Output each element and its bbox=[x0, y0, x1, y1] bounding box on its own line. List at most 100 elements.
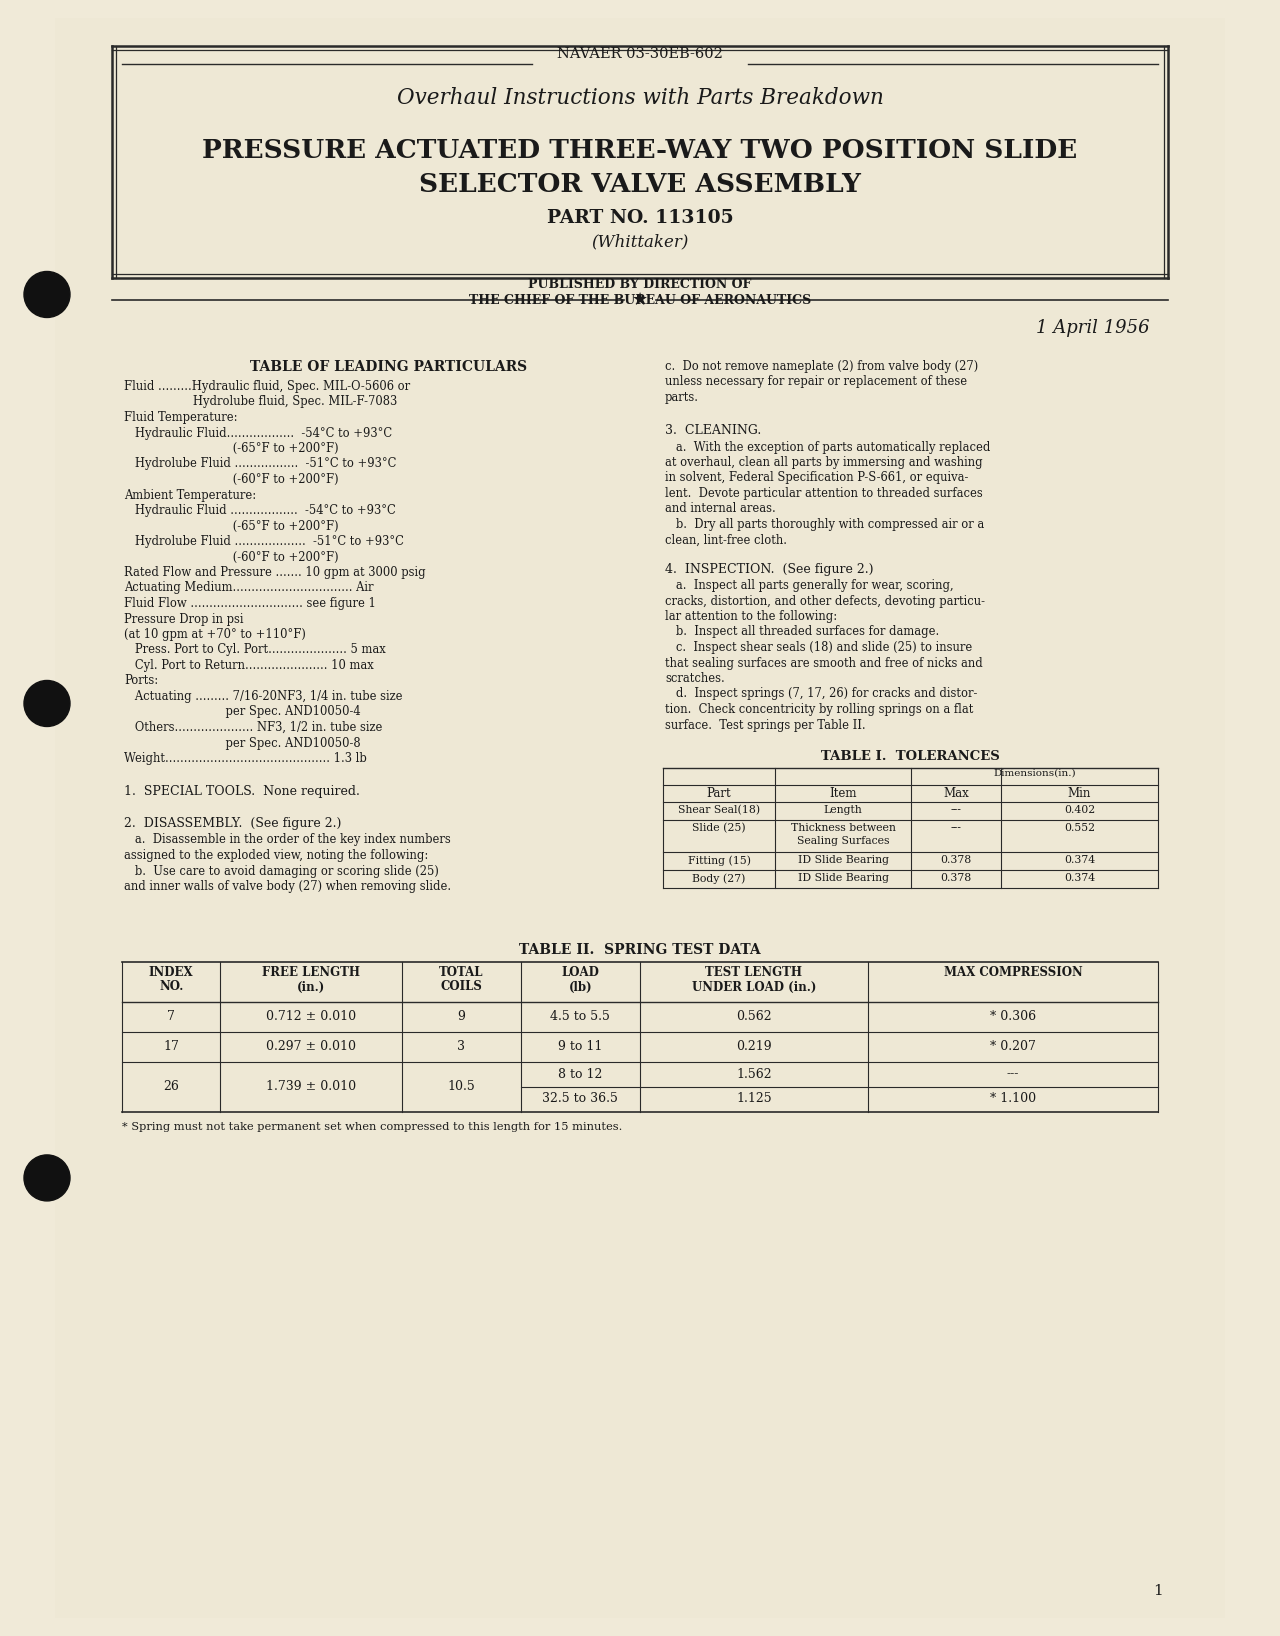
Text: 9: 9 bbox=[457, 1009, 465, 1022]
Text: Fluid Flow .............................. see figure 1: Fluid Flow .............................… bbox=[124, 597, 376, 610]
Text: Min: Min bbox=[1068, 787, 1091, 800]
Text: 7: 7 bbox=[168, 1009, 175, 1022]
Text: a.  Disassemble in the order of the key index numbers: a. Disassemble in the order of the key i… bbox=[124, 833, 451, 846]
Text: 9 to 11: 9 to 11 bbox=[558, 1040, 603, 1054]
Text: b.  Dry all parts thoroughly with compressed air or a: b. Dry all parts thoroughly with compres… bbox=[666, 519, 984, 532]
Text: * 0.207: * 0.207 bbox=[989, 1040, 1036, 1054]
Text: 4.5 to 5.5: 4.5 to 5.5 bbox=[550, 1009, 611, 1022]
Text: Fitting (15): Fitting (15) bbox=[687, 856, 750, 865]
Text: (-65°F to +200°F): (-65°F to +200°F) bbox=[124, 520, 339, 532]
Text: clean, lint-free cloth.: clean, lint-free cloth. bbox=[666, 533, 787, 546]
Circle shape bbox=[24, 681, 70, 726]
Text: unless necessary for repair or replacement of these: unless necessary for repair or replaceme… bbox=[666, 376, 968, 388]
Text: 0.378: 0.378 bbox=[941, 874, 972, 883]
Text: 32.5 to 36.5: 32.5 to 36.5 bbox=[543, 1093, 618, 1106]
Text: ---: --- bbox=[951, 805, 961, 815]
Text: NAVAER 03-30EB-602: NAVAER 03-30EB-602 bbox=[557, 47, 723, 61]
Text: Ports:: Ports: bbox=[124, 674, 159, 687]
Text: Rated Flow and Pressure ....... 10 gpm at 3000 psig: Rated Flow and Pressure ....... 10 gpm a… bbox=[124, 566, 426, 579]
Text: * 0.306: * 0.306 bbox=[989, 1009, 1036, 1022]
Text: 0.402: 0.402 bbox=[1064, 805, 1096, 815]
Text: and internal areas.: and internal areas. bbox=[666, 502, 776, 515]
Text: 1 April 1956: 1 April 1956 bbox=[1037, 319, 1149, 337]
Text: lar attention to the following:: lar attention to the following: bbox=[666, 610, 837, 623]
Text: at overhaul, clean all parts by immersing and washing: at overhaul, clean all parts by immersin… bbox=[666, 456, 983, 470]
Text: assigned to the exploded view, noting the following:: assigned to the exploded view, noting th… bbox=[124, 849, 429, 862]
Circle shape bbox=[24, 1155, 70, 1201]
Text: d.  Inspect springs (7, 17, 26) for cracks and distor-: d. Inspect springs (7, 17, 26) for crack… bbox=[666, 687, 978, 700]
Text: Thickness between: Thickness between bbox=[791, 823, 896, 833]
Text: 2.  DISASSEMBLY.  (See figure 2.): 2. DISASSEMBLY. (See figure 2.) bbox=[124, 818, 342, 831]
Text: per Spec. AND10050-4: per Spec. AND10050-4 bbox=[124, 705, 361, 718]
Text: b.  Inspect all threaded surfaces for damage.: b. Inspect all threaded surfaces for dam… bbox=[666, 625, 940, 638]
Text: Actuating ......... 7/16-20NF3, 1/4 in. tube size: Actuating ......... 7/16-20NF3, 1/4 in. … bbox=[124, 690, 402, 703]
Text: that sealing surfaces are smooth and free of nicks and: that sealing surfaces are smooth and fre… bbox=[666, 656, 983, 669]
Text: PRESSURE ACTUATED THREE-WAY TWO POSITION SLIDE: PRESSURE ACTUATED THREE-WAY TWO POSITION… bbox=[202, 139, 1078, 164]
Text: Hydrolube Fluid .................  -51°C to +93°C: Hydrolube Fluid ................. -51°C … bbox=[124, 458, 397, 471]
Text: ID Slide Bearing: ID Slide Bearing bbox=[797, 874, 888, 883]
Text: a.  Inspect all parts generally for wear, scoring,: a. Inspect all parts generally for wear,… bbox=[666, 579, 954, 592]
Text: 0.219: 0.219 bbox=[736, 1040, 772, 1054]
Text: Others..................... NF3, 1/2 in. tube size: Others..................... NF3, 1/2 in.… bbox=[124, 721, 383, 735]
Text: TABLE OF LEADING PARTICULARS: TABLE OF LEADING PARTICULARS bbox=[250, 360, 527, 375]
Text: Sealing Surfaces: Sealing Surfaces bbox=[796, 836, 890, 846]
Text: 1: 1 bbox=[1153, 1584, 1164, 1598]
Text: tion.  Check concentricity by rolling springs on a flat: tion. Check concentricity by rolling spr… bbox=[666, 703, 973, 717]
Text: PUBLISHED BY DIRECTION OF: PUBLISHED BY DIRECTION OF bbox=[529, 278, 751, 291]
Text: Press. Port to Cyl. Port..................... 5 max: Press. Port to Cyl. Port................… bbox=[124, 643, 385, 656]
Text: Max: Max bbox=[943, 787, 969, 800]
Text: Hydraulic Fluid ..................  -54°C to +93°C: Hydraulic Fluid .................. -54°C… bbox=[124, 504, 396, 517]
Text: c.  Do not remove nameplate (2) from valve body (27): c. Do not remove nameplate (2) from valv… bbox=[666, 360, 978, 373]
Text: 0.374: 0.374 bbox=[1064, 874, 1096, 883]
Text: MAX COMPRESSION: MAX COMPRESSION bbox=[943, 965, 1083, 978]
Text: parts.: parts. bbox=[666, 391, 699, 404]
Text: scratches.: scratches. bbox=[666, 672, 724, 685]
Text: NO.: NO. bbox=[159, 980, 183, 993]
Text: (in.): (in.) bbox=[297, 980, 325, 993]
Text: and inner walls of valve body (27) when removing slide.: and inner walls of valve body (27) when … bbox=[124, 880, 451, 893]
Text: TOTAL: TOTAL bbox=[439, 965, 484, 978]
Text: Hydraulic Fluid..................  -54°C to +93°C: Hydraulic Fluid.................. -54°C … bbox=[124, 427, 392, 440]
Text: FREE LENGTH: FREE LENGTH bbox=[262, 965, 360, 978]
Text: SELECTOR VALVE ASSEMBLY: SELECTOR VALVE ASSEMBLY bbox=[419, 172, 861, 196]
Text: ---: --- bbox=[1007, 1068, 1019, 1080]
Text: Overhaul Instructions with Parts Breakdown: Overhaul Instructions with Parts Breakdo… bbox=[397, 87, 883, 110]
Text: (-60°F to +200°F): (-60°F to +200°F) bbox=[124, 473, 339, 486]
Text: 0.712 ± 0.010: 0.712 ± 0.010 bbox=[266, 1009, 356, 1022]
Text: surface.  Test springs per Table II.: surface. Test springs per Table II. bbox=[666, 718, 865, 731]
Text: b.  Use care to avoid damaging or scoring slide (25): b. Use care to avoid damaging or scoring… bbox=[124, 864, 439, 877]
Text: 0.297 ± 0.010: 0.297 ± 0.010 bbox=[266, 1040, 356, 1054]
Text: 3.  CLEANING.: 3. CLEANING. bbox=[666, 424, 762, 437]
Text: 8 to 12: 8 to 12 bbox=[558, 1068, 603, 1080]
Text: 0.552: 0.552 bbox=[1064, 823, 1096, 833]
Text: (at 10 gpm at +70° to +110°F): (at 10 gpm at +70° to +110°F) bbox=[124, 628, 306, 641]
Text: Ambient Temperature:: Ambient Temperature: bbox=[124, 489, 256, 502]
Text: UNDER LOAD (in.): UNDER LOAD (in.) bbox=[691, 980, 817, 993]
Text: Hydrolube fluid, Spec. MIL-F-7083: Hydrolube fluid, Spec. MIL-F-7083 bbox=[124, 396, 397, 409]
Text: ★: ★ bbox=[632, 291, 648, 309]
Text: Length: Length bbox=[823, 805, 863, 815]
Circle shape bbox=[24, 272, 70, 317]
Text: Slide (25): Slide (25) bbox=[692, 823, 746, 833]
Text: 1.  SPECIAL TOOLS.  None required.: 1. SPECIAL TOOLS. None required. bbox=[124, 785, 360, 798]
Text: PART NO. 113105: PART NO. 113105 bbox=[547, 209, 733, 227]
Text: Cyl. Port to Return...................... 10 max: Cyl. Port to Return.....................… bbox=[124, 659, 374, 672]
Text: COILS: COILS bbox=[440, 980, 483, 993]
Text: (-60°F to +200°F): (-60°F to +200°F) bbox=[124, 550, 339, 563]
Text: Fluid Temperature:: Fluid Temperature: bbox=[124, 411, 238, 424]
Text: Hydrolube Fluid ...................  -51°C to +93°C: Hydrolube Fluid ................... -51°… bbox=[124, 535, 404, 548]
Text: ID Slide Bearing: ID Slide Bearing bbox=[797, 856, 888, 865]
Text: Dimensions(in.): Dimensions(in.) bbox=[993, 769, 1075, 779]
Text: * Spring must not take permanent set when compressed to this length for 15 minut: * Spring must not take permanent set whe… bbox=[122, 1122, 622, 1132]
Text: Pressure Drop in psi: Pressure Drop in psi bbox=[124, 612, 243, 625]
Text: 1.739 ± 0.010: 1.739 ± 0.010 bbox=[266, 1080, 356, 1093]
Text: 26: 26 bbox=[164, 1080, 179, 1093]
Text: ---: --- bbox=[951, 823, 961, 833]
Text: Body (27): Body (27) bbox=[692, 874, 746, 883]
Text: Shear Seal(18): Shear Seal(18) bbox=[678, 805, 760, 815]
Text: (lb): (lb) bbox=[568, 980, 593, 993]
Text: cracks, distortion, and other defects, devoting particu-: cracks, distortion, and other defects, d… bbox=[666, 594, 986, 607]
Text: INDEX: INDEX bbox=[148, 965, 193, 978]
Text: * 1.100: * 1.100 bbox=[989, 1093, 1036, 1106]
Text: Fluid .........Hydraulic fluid, Spec. MIL-O-5606 or: Fluid .........Hydraulic fluid, Spec. MI… bbox=[124, 380, 410, 393]
